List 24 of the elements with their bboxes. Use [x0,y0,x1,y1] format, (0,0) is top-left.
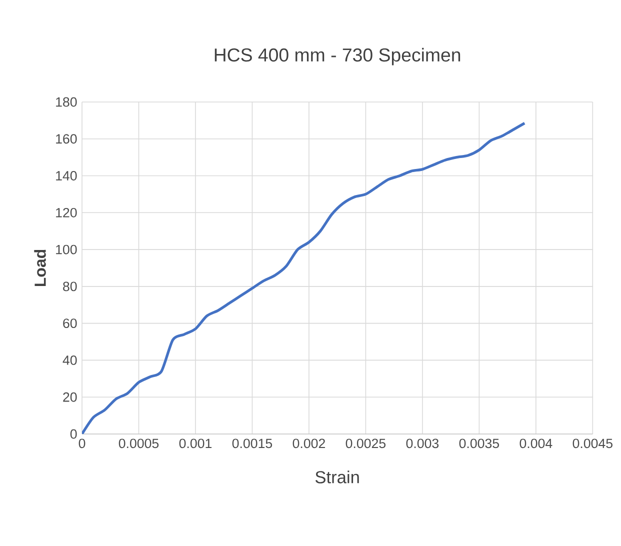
x-tick-label: 0.0005 [118,438,159,448]
y-tick-label: 0 [70,429,77,439]
y-tick-label: 20 [63,392,77,402]
x-tick-label: 0 [78,438,86,448]
y-tick-label: 160 [56,134,77,144]
x-tick-label: 0.001 [179,438,212,448]
line-series [82,122,526,434]
x-axis-title: Strain [315,470,359,484]
y-tick-label: 80 [63,282,77,292]
x-tick-label: 0.0025 [346,438,386,448]
y-tick-label: 120 [56,208,77,218]
x-tick-label: 0.0035 [459,438,500,448]
x-tick-label: 0.0015 [232,438,272,448]
y-tick-label: 180 [56,97,77,107]
x-tick-label: 0.004 [520,438,552,448]
y-tick-label: 40 [62,355,77,365]
chart-title: HCS 400 mm - 730 Specimen [214,48,460,66]
x-tick-label: 0.0045 [572,438,612,448]
x-tick-label: 0.002 [292,438,325,448]
y-axis-title: Load [34,250,46,286]
x-tick-label: 0.003 [406,438,439,448]
y-tick-label: 140 [56,171,77,180]
y-tick-label: 60 [63,318,77,328]
y-tick-label: 100 [56,244,77,254]
